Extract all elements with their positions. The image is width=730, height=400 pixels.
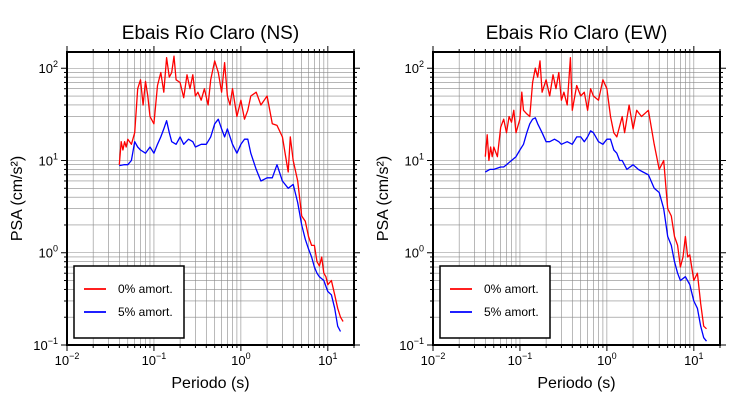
x-tick-label: 10−1 bbox=[142, 351, 167, 368]
x-tick-label: 10−1 bbox=[508, 351, 533, 368]
legend: 0% amort. 5% amort. bbox=[73, 265, 185, 339]
series-line-0pct bbox=[118, 55, 344, 322]
y-tick-label: 100 bbox=[405, 244, 424, 261]
grid bbox=[433, 52, 720, 345]
legend-label-0pct: 0% amort. bbox=[118, 282, 173, 296]
x-axis-label: Periodo (s) bbox=[537, 375, 615, 392]
legend-box bbox=[439, 265, 551, 339]
y-tick-label: 102 bbox=[39, 59, 58, 76]
legend: 0% amort. 5% amort. bbox=[439, 265, 551, 339]
x-tick-label: 10−2 bbox=[55, 351, 80, 368]
tick-marks bbox=[61, 46, 360, 351]
x-axis-label: Periodo (s) bbox=[171, 375, 249, 392]
series-line-5pct bbox=[119, 118, 342, 332]
chart-title: Ebais Río Claro (EW) bbox=[486, 23, 668, 44]
y-axis-label: PSA (cm/s²) bbox=[375, 156, 392, 241]
y-tick-label: 101 bbox=[405, 151, 424, 168]
y-tick-label: 100 bbox=[39, 244, 58, 261]
x-tick-label: 100 bbox=[231, 351, 250, 368]
series-line-5pct bbox=[484, 117, 708, 342]
x-tick-label: 101 bbox=[684, 351, 703, 368]
tick-marks bbox=[427, 46, 726, 351]
grid bbox=[67, 52, 354, 345]
y-axis-label: PSA (cm/s²) bbox=[9, 156, 26, 241]
legend-label-5pct: 5% amort. bbox=[484, 305, 539, 319]
legend-box bbox=[73, 265, 185, 339]
x-tick-label: 10−2 bbox=[421, 351, 446, 368]
legend-label-0pct: 0% amort. bbox=[484, 282, 539, 296]
y-tick-label: 101 bbox=[39, 151, 58, 168]
chart-title: Ebais Río Claro (NS) bbox=[122, 23, 299, 44]
x-tick-label: 101 bbox=[318, 351, 337, 368]
y-tick-label: 102 bbox=[405, 59, 424, 76]
plot-frame bbox=[66, 51, 355, 346]
x-tick-label: 100 bbox=[597, 351, 616, 368]
y-tick-label: 10−1 bbox=[399, 336, 424, 353]
legend-label-5pct: 5% amort. bbox=[118, 305, 173, 319]
plot-frame bbox=[432, 51, 721, 346]
series-line-0pct bbox=[484, 57, 707, 330]
y-tick-label: 10−1 bbox=[33, 336, 58, 353]
